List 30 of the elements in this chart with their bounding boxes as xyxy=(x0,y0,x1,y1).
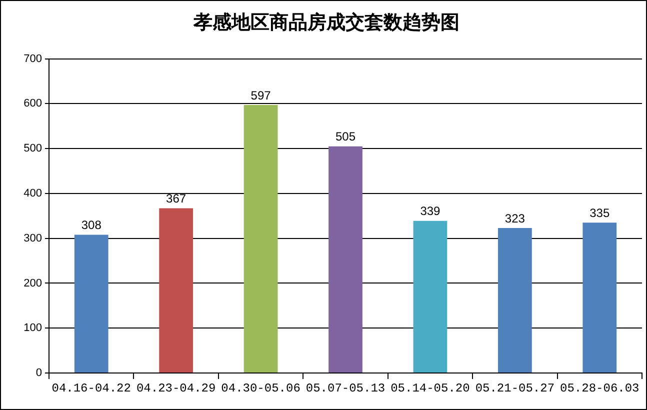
chart-title: 孝感地区商品房成交套数趋势图 xyxy=(192,11,460,34)
x-tick-label: 05.28-06.03 xyxy=(560,381,640,396)
data-label: 339 xyxy=(420,204,441,218)
x-tick-label: 04.16-04.22 xyxy=(52,381,131,396)
y-tick-label: 400 xyxy=(24,187,42,200)
bar xyxy=(74,234,108,372)
x-tick-label: 05.21-05.27 xyxy=(475,381,555,396)
y-tick-label: 600 xyxy=(24,98,42,110)
bar xyxy=(498,228,532,372)
x-tick-label: 04.23-04.29 xyxy=(136,381,216,396)
data-label: 505 xyxy=(335,130,356,144)
bar xyxy=(159,208,194,372)
bar xyxy=(328,146,362,372)
x-tick-label: 04.30-05.06 xyxy=(221,381,300,396)
y-tick-label: 300 xyxy=(24,232,42,244)
y-tick-label: 700 xyxy=(24,52,42,65)
y-tick-label: 200 xyxy=(24,277,42,290)
data-label: 335 xyxy=(590,206,610,220)
bar xyxy=(582,222,617,372)
y-tick-label: 0 xyxy=(36,367,42,380)
data-label: 367 xyxy=(166,192,186,206)
x-tick-label: 05.14-05.20 xyxy=(390,381,470,396)
data-label: 308 xyxy=(81,218,102,232)
bar xyxy=(244,105,278,372)
x-tick-label: 05.07-05.13 xyxy=(306,381,386,396)
data-label: 597 xyxy=(250,88,272,102)
y-tick-label: 100 xyxy=(24,322,42,334)
data-label: 323 xyxy=(504,211,526,226)
bar xyxy=(413,220,448,372)
y-tick-label: 500 xyxy=(24,142,42,155)
